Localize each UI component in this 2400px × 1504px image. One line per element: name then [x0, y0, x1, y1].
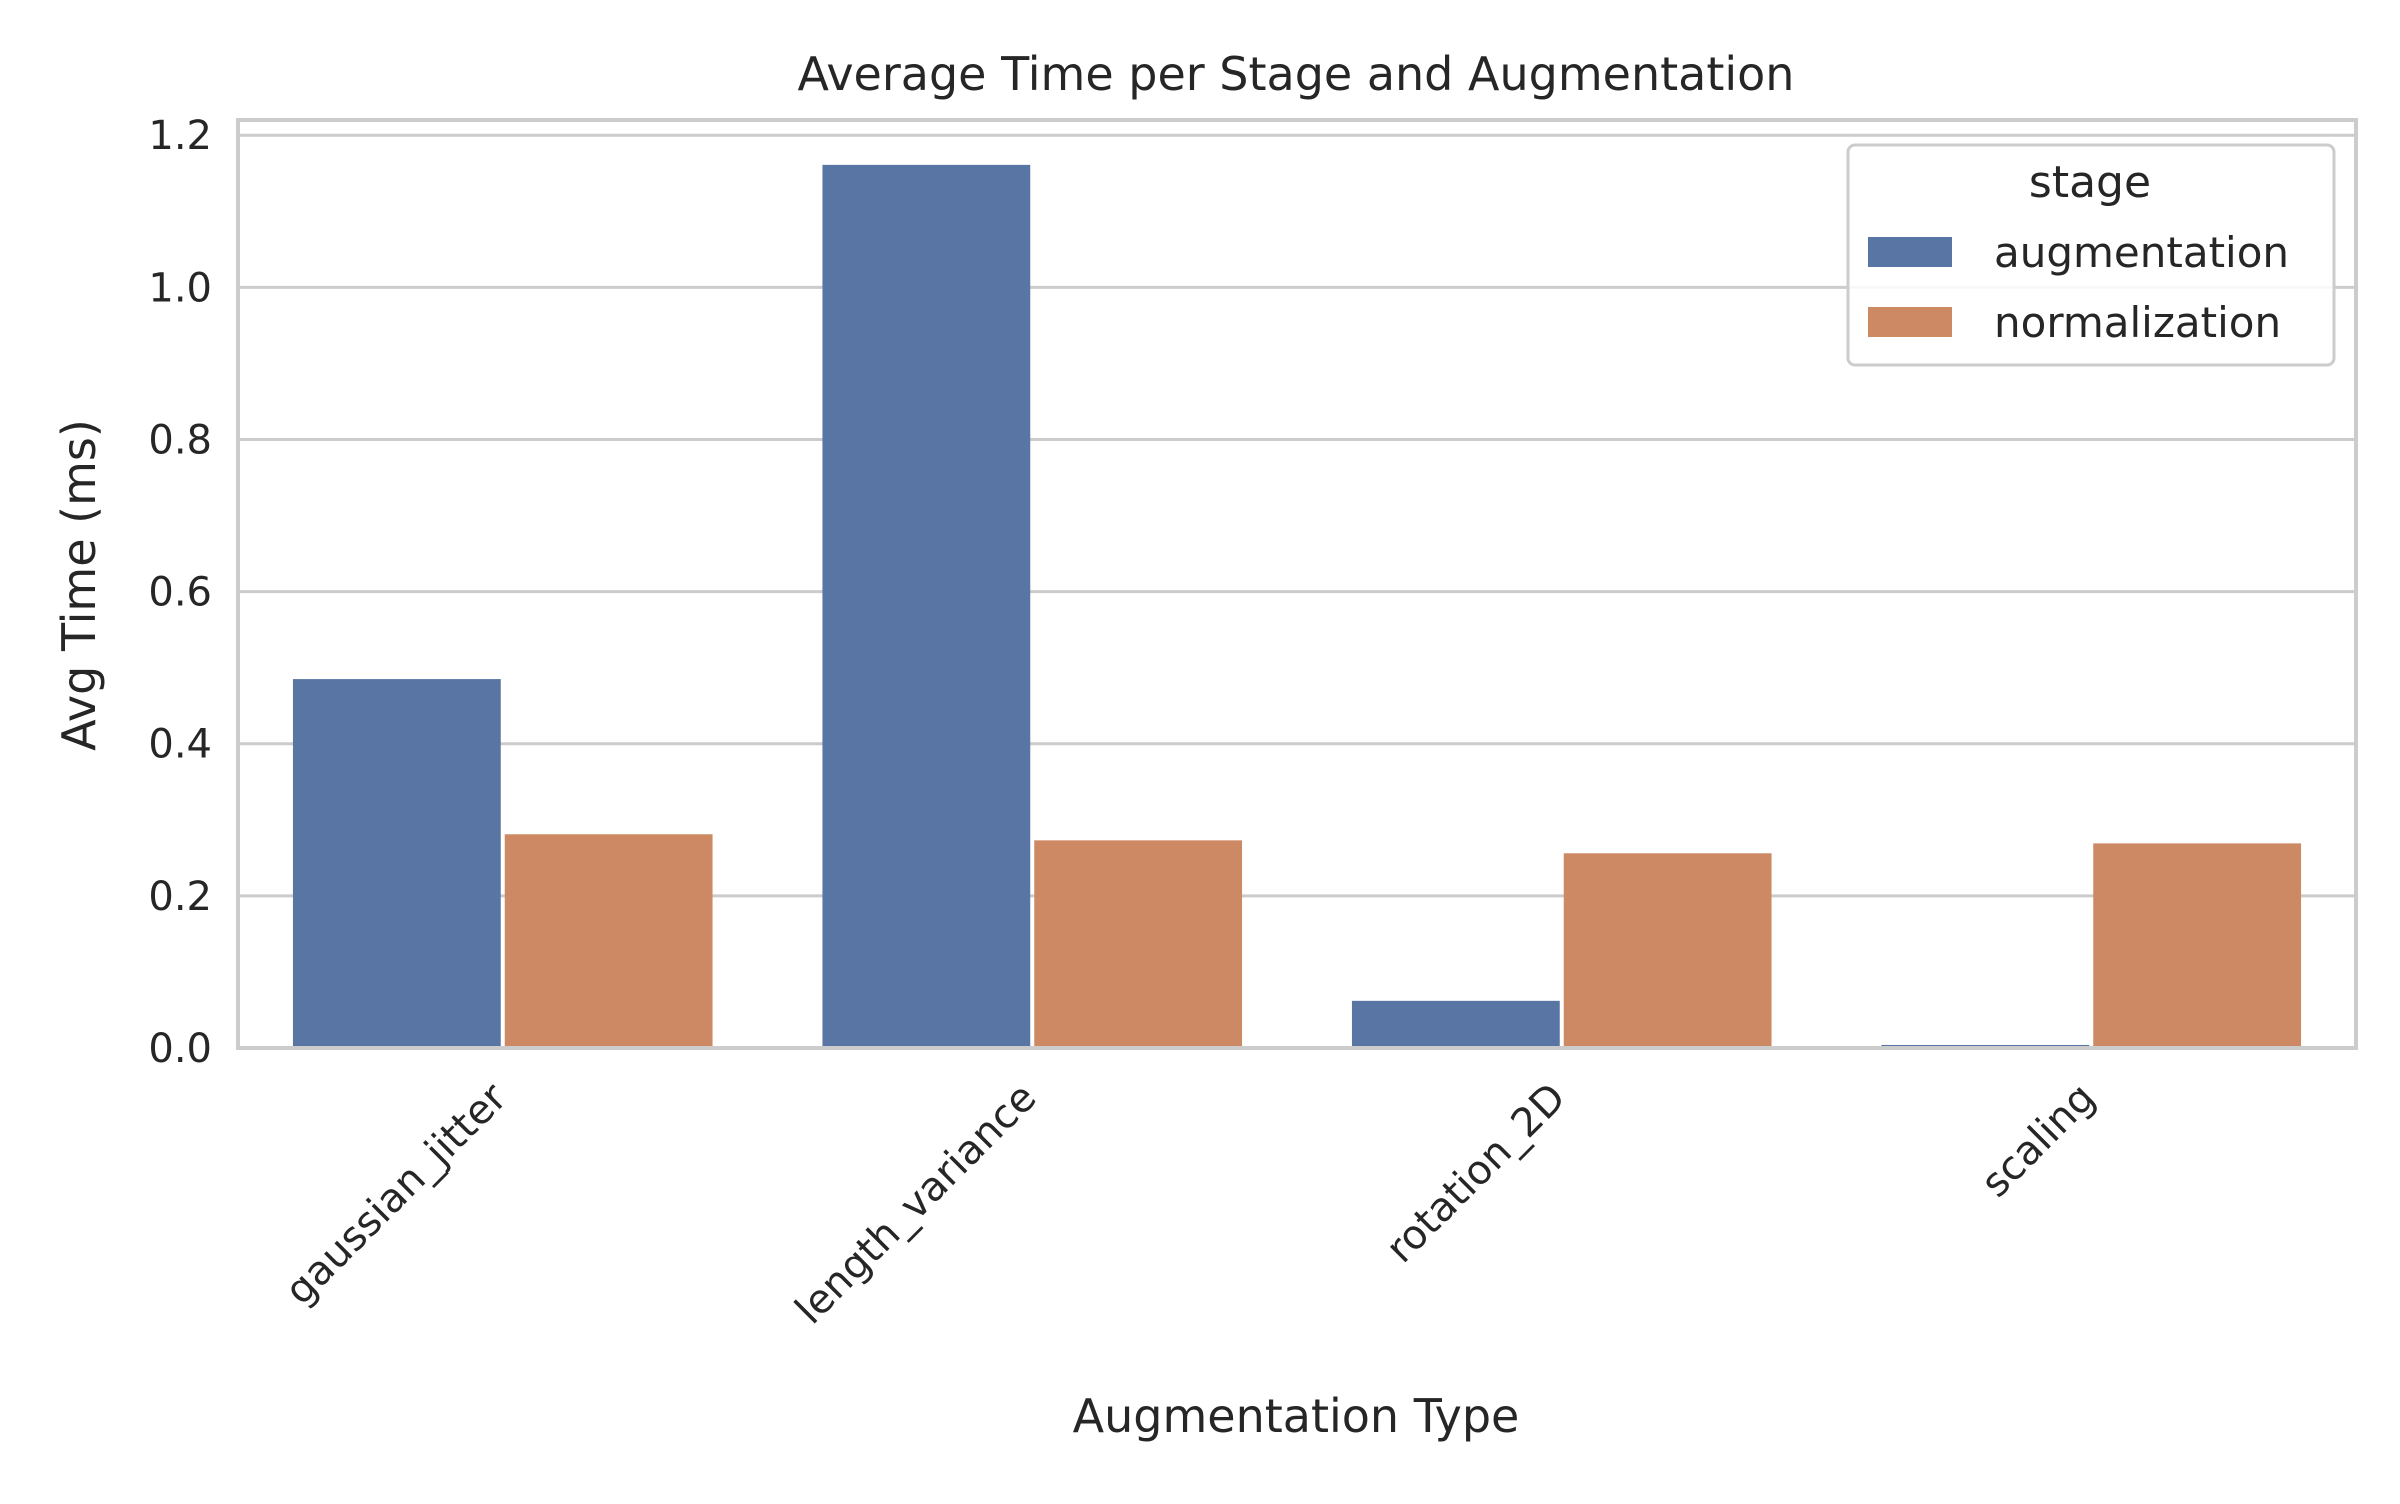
bar-augmentation-rotation_2D [1351, 1000, 1560, 1048]
legend-swatch-normalization [1868, 307, 1952, 337]
y-tick-label: 0.6 [148, 570, 212, 616]
legend-items: augmentation normalization [1868, 228, 2289, 347]
legend-box [1846, 143, 2336, 367]
bar-augmentation-length_variance [822, 164, 1031, 1049]
legend: stage augmentation normalization [1846, 143, 2336, 367]
y-tick-label: 0.4 [148, 722, 212, 768]
y-axis-label: Avg Time (ms) [52, 419, 106, 751]
chart-title: Average Time per Stage and Augmentation [798, 47, 1795, 101]
y-tick-label: 1.2 [148, 113, 212, 159]
bar-augmentation-gaussian_jitter [292, 679, 501, 1048]
y-tick-labels: 0.0 0.2 0.4 0.6 0.8 1.0 1.2 [148, 113, 212, 1072]
legend-label-normalization: normalization [1994, 298, 2281, 347]
y-tick-label: 0.0 [148, 1026, 212, 1072]
bars [292, 164, 2302, 1049]
x-axis-label: Augmentation Type [1073, 1389, 1520, 1443]
legend-title: stage [2029, 157, 2151, 208]
y-tick-label: 1.0 [148, 265, 212, 311]
bar-normalization-length_variance [1034, 840, 1243, 1048]
plot-frame [236, 118, 2358, 1050]
bar-normalization-rotation_2D [1563, 853, 1772, 1048]
y-tick-label: 0.2 [148, 874, 212, 920]
legend-swatch-augmentation [1868, 237, 1952, 267]
y-tick-label: 0.8 [148, 417, 212, 463]
bar-normalization-gaussian_jitter [504, 834, 713, 1048]
bar-normalization-scaling [2093, 843, 2302, 1048]
legend-label-augmentation: augmentation [1994, 228, 2289, 277]
